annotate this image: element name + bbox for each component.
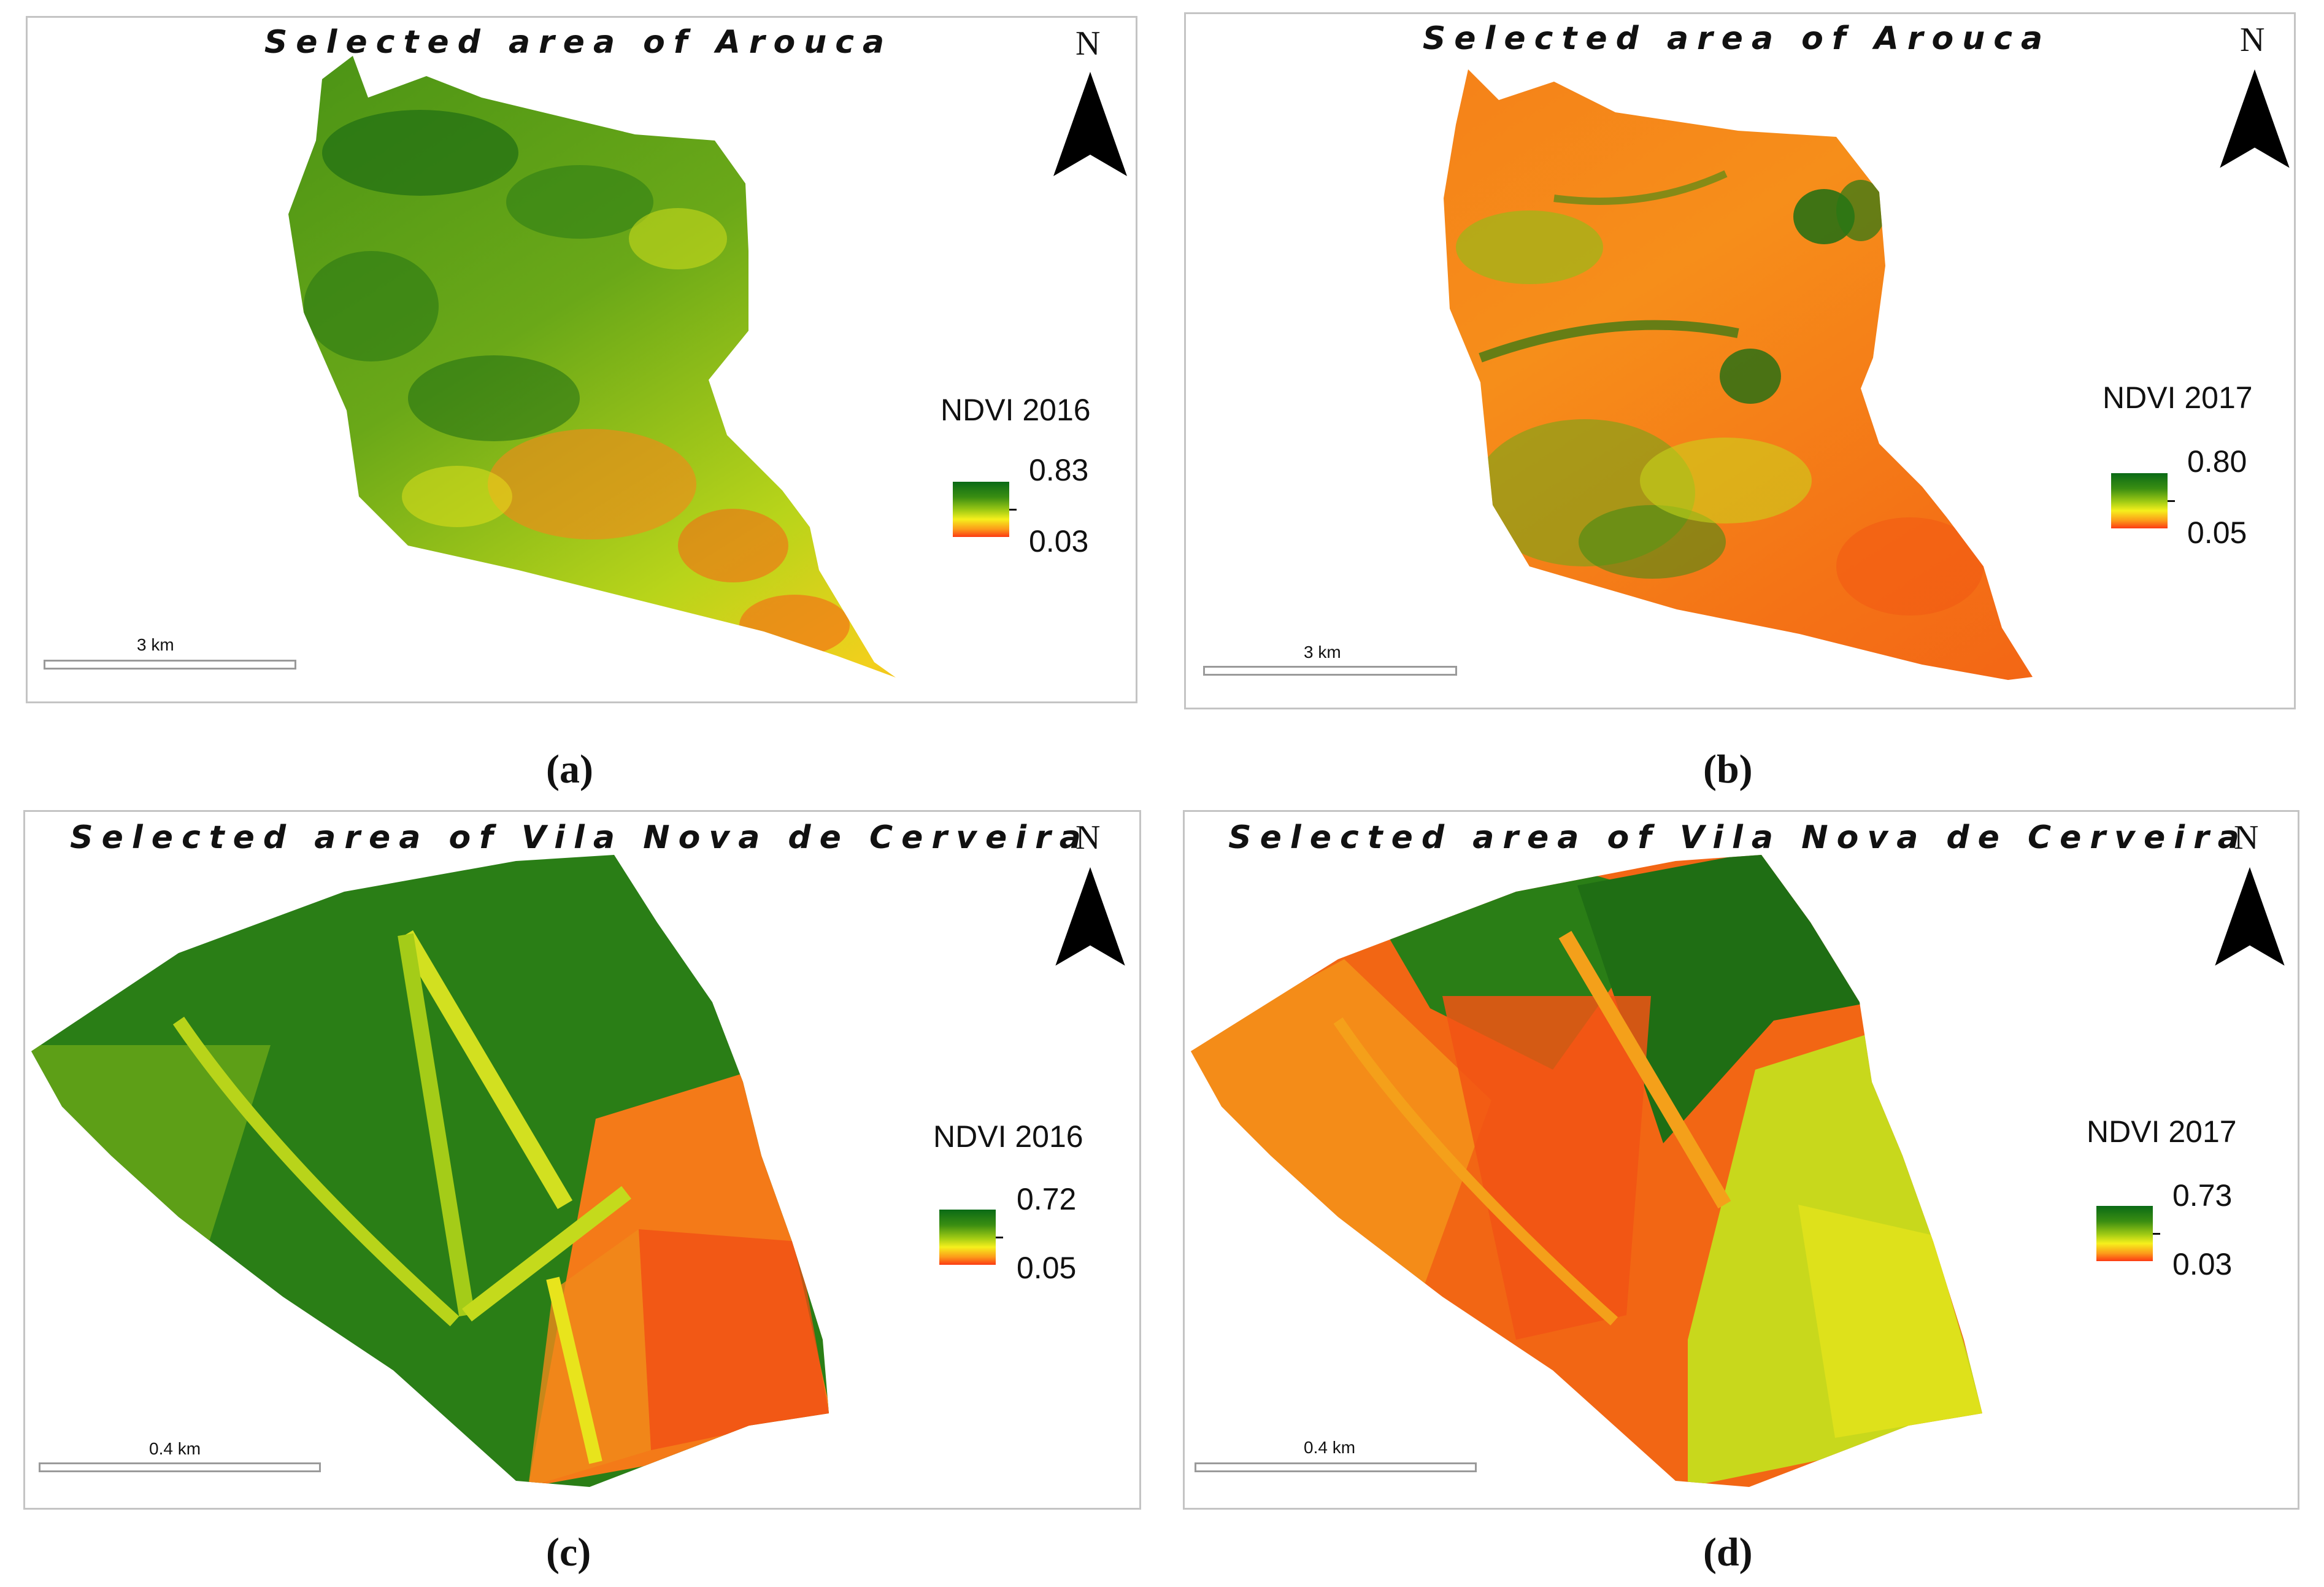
ndvi-raster-map (288, 56, 896, 678)
legend-color-ramp (939, 1210, 996, 1265)
map-title: Selected area of Arouca (1422, 20, 2052, 57)
legend-tick (996, 1237, 1003, 1238)
north-label: N (1075, 819, 1101, 857)
legend-tick (2153, 1233, 2160, 1235)
caption-c: (c) (546, 1530, 591, 1575)
map-title: Selected area of Vila Nova de Cerveira (70, 819, 1090, 856)
scale-label: 3 km (137, 635, 174, 654)
legend-min-value: 0.03 (2172, 1247, 2233, 1281)
caption-d: (d) (1703, 1530, 1753, 1575)
map-panel-a: Selected area of Arouca N (26, 16, 1137, 703)
ndvi-raster-map (31, 855, 829, 1487)
legend-color-ramp (2111, 473, 2168, 528)
legend-min-value: 0.05 (2187, 515, 2247, 550)
north-arrow-icon (1055, 867, 1125, 966)
scale-label: 0.4 km (1304, 1438, 1356, 1457)
legend-min-value: 0.05 (1017, 1251, 1077, 1285)
scale-label: 3 km (1304, 643, 1341, 662)
legend-max-value: 0.72 (1017, 1182, 1077, 1216)
legend-tick (1009, 509, 1017, 511)
legend-color-ramp (953, 482, 1009, 537)
caption-a: (a) (546, 747, 593, 792)
ndvi-raster-map (1444, 69, 2033, 680)
legend-title: NDVI 2016 (941, 393, 1091, 427)
legend-title: NDVI 2017 (2087, 1114, 2237, 1149)
north-arrow-icon (1053, 72, 1127, 176)
legend-title: NDVI 2016 (933, 1119, 1083, 1154)
legend-min-value: 0.03 (1029, 524, 1089, 558)
map-panel-c: Selected area of Vila Nova de Cerveira N… (23, 810, 1141, 1510)
ndvi-raster-map (1191, 855, 1982, 1487)
north-label: N (1075, 25, 1101, 63)
map-title: Selected area of Arouca (264, 24, 893, 61)
caption-b: (b) (1703, 747, 1753, 792)
north-arrow-icon (2215, 867, 2285, 966)
scale-bar (1195, 1462, 1477, 1472)
legend-color-ramp (2096, 1206, 2153, 1261)
scale-bar (39, 1462, 321, 1472)
north-label: N (2234, 819, 2259, 857)
legend-title: NDVI 2017 (2103, 380, 2253, 415)
map-title: Selected area of Vila Nova de Cerveira (1228, 819, 2248, 856)
scale-bar (44, 660, 296, 670)
legend-max-value: 0.80 (2187, 444, 2247, 479)
legend-tick (2168, 500, 2175, 502)
north-label: N (2240, 21, 2265, 59)
map-panel-d: Selected area of Vila Nova de Cerveira N… (1183, 810, 2299, 1510)
scale-label: 0.4 km (149, 1439, 201, 1458)
legend-max-value: 0.83 (1029, 453, 1089, 487)
north-arrow-icon (2220, 69, 2290, 168)
map-panel-b: Selected area of Arouca N (1184, 12, 2296, 709)
scale-bar (1203, 666, 1457, 676)
legend-max-value: 0.73 (2172, 1178, 2233, 1213)
